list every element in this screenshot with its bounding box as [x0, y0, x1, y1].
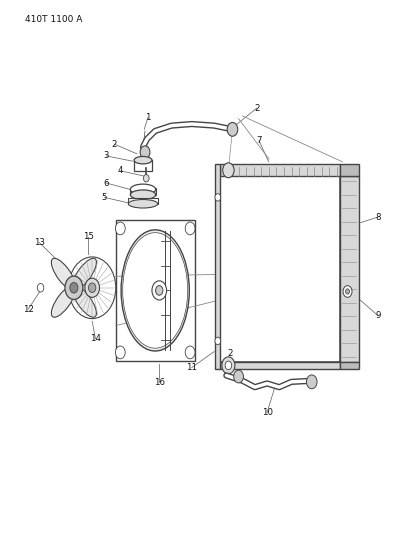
- Text: 13: 13: [34, 238, 45, 247]
- Text: 11: 11: [186, 363, 197, 372]
- Bar: [129, 198, 157, 204]
- Ellipse shape: [129, 199, 157, 208]
- Text: 6: 6: [104, 179, 109, 188]
- Circle shape: [115, 222, 125, 235]
- Circle shape: [222, 357, 235, 374]
- Bar: [131, 188, 155, 195]
- Ellipse shape: [131, 184, 155, 195]
- Circle shape: [223, 163, 234, 177]
- Ellipse shape: [123, 233, 188, 348]
- Circle shape: [215, 193, 221, 201]
- Circle shape: [185, 222, 195, 235]
- Circle shape: [343, 286, 352, 297]
- Bar: [215, 165, 220, 368]
- Circle shape: [69, 257, 116, 319]
- Text: 1: 1: [145, 113, 151, 122]
- Circle shape: [227, 123, 238, 136]
- Ellipse shape: [51, 259, 76, 290]
- Text: 3: 3: [104, 151, 109, 160]
- Circle shape: [140, 146, 150, 159]
- Circle shape: [185, 346, 195, 359]
- Ellipse shape: [121, 230, 189, 351]
- Ellipse shape: [131, 190, 155, 199]
- Text: 7: 7: [256, 136, 262, 145]
- Circle shape: [152, 281, 166, 300]
- Circle shape: [144, 174, 149, 182]
- Text: 2: 2: [254, 103, 259, 112]
- Circle shape: [65, 276, 83, 300]
- Text: 10: 10: [262, 408, 273, 417]
- Circle shape: [155, 286, 163, 295]
- Bar: [220, 176, 340, 362]
- Ellipse shape: [51, 285, 76, 317]
- Text: 2: 2: [112, 140, 117, 149]
- Circle shape: [85, 278, 100, 297]
- Bar: [340, 165, 359, 176]
- Circle shape: [346, 289, 350, 294]
- Text: 16: 16: [154, 377, 165, 386]
- Text: 5: 5: [102, 193, 107, 202]
- Circle shape: [89, 283, 96, 293]
- Circle shape: [115, 346, 125, 359]
- Text: 4: 4: [118, 166, 123, 175]
- Ellipse shape: [134, 157, 152, 164]
- Text: 15: 15: [82, 232, 93, 241]
- Text: 9: 9: [375, 311, 381, 320]
- Circle shape: [215, 337, 221, 345]
- Circle shape: [306, 375, 317, 389]
- Ellipse shape: [72, 285, 96, 317]
- Bar: [115, 220, 195, 361]
- Text: 8: 8: [375, 213, 381, 222]
- Circle shape: [70, 282, 78, 293]
- Text: 12: 12: [23, 304, 34, 313]
- Circle shape: [234, 370, 244, 383]
- Circle shape: [37, 284, 44, 292]
- Bar: [220, 165, 340, 176]
- Text: 2: 2: [228, 349, 233, 358]
- Bar: [134, 160, 152, 171]
- Bar: [220, 362, 340, 368]
- Ellipse shape: [72, 259, 96, 290]
- Bar: [340, 362, 359, 368]
- Text: 410T 1100 A: 410T 1100 A: [25, 15, 82, 24]
- Circle shape: [225, 361, 232, 369]
- Bar: [340, 176, 359, 362]
- Text: 14: 14: [90, 334, 101, 343]
